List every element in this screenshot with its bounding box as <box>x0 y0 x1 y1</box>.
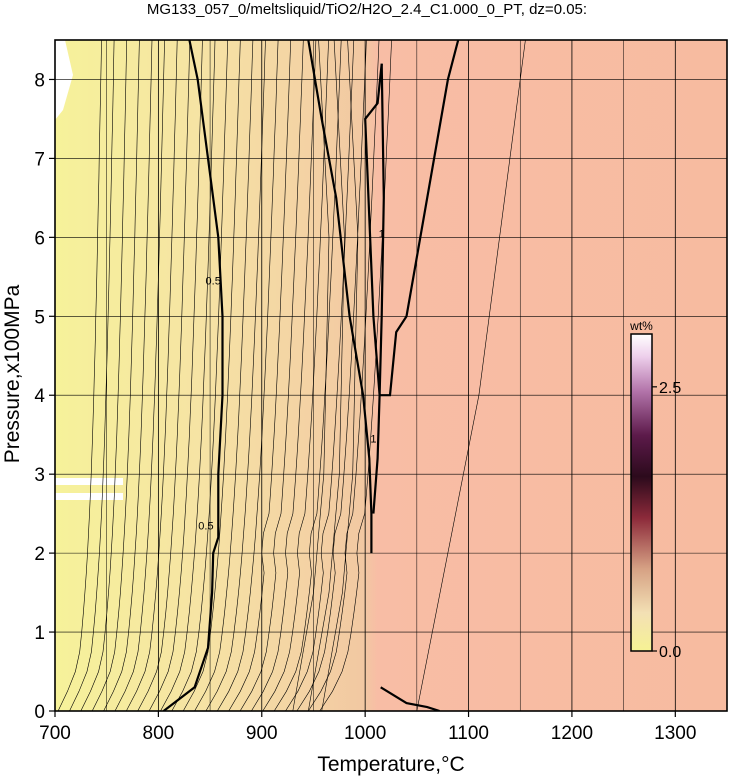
isoline <box>319 40 392 711</box>
isoline <box>103 40 153 711</box>
colorbar-scale <box>630 333 653 652</box>
colorbar-tick-label: 2.5 <box>659 380 681 397</box>
x-tick-label: 800 <box>143 723 175 744</box>
y-tick-label: 5 <box>34 307 45 328</box>
x-tick-label: 1100 <box>448 723 489 744</box>
y-tick-label: 0 <box>34 702 45 723</box>
blank-band <box>55 478 123 485</box>
y-axis-ticks: 0 1 2 3 4 5 6 7 8 <box>34 70 55 723</box>
x-tick-label: 700 <box>39 723 71 744</box>
isoline <box>251 40 317 711</box>
contour-label: 1 <box>379 228 385 240</box>
isoline <box>217 40 279 711</box>
isoline <box>114 40 165 711</box>
isoline <box>285 40 355 711</box>
isoline <box>57 40 102 711</box>
colorbar: wt% 2.5 0.0 <box>629 319 681 661</box>
x-tick-label: 1200 <box>551 723 593 744</box>
contour-1-left <box>307 40 373 554</box>
isoline <box>239 40 304 711</box>
x-axis-ticks: 700 800 900 1000 1100 1200 1300 <box>39 711 696 744</box>
y-tick-label: 2 <box>34 544 45 565</box>
isoline <box>91 40 140 711</box>
colorbar-tick-label: 0.0 <box>659 644 681 661</box>
colorbar-unit: wt% <box>629 319 653 333</box>
isoline <box>228 40 291 711</box>
y-tick-label: 7 <box>34 149 45 170</box>
chart-title: MG133_057_0/meltsliquid/TiO2/H2O_2.4_C1.… <box>146 1 588 18</box>
y-tick-label: 8 <box>34 70 45 91</box>
contour-label: 0.5 <box>198 520 213 532</box>
isoline <box>160 40 216 711</box>
y-tick-label: 3 <box>34 465 45 486</box>
isoline <box>171 40 228 711</box>
blank-band <box>55 493 123 500</box>
isoline <box>194 40 254 711</box>
isoline <box>137 40 191 711</box>
x-tick-label: 1300 <box>654 723 696 744</box>
y-axis-title: Pressure,x100MPa <box>1 284 24 463</box>
contour-label: 1 <box>370 434 376 446</box>
grid-lines <box>54 40 727 712</box>
plot-border <box>54 39 728 712</box>
isoline <box>308 40 380 711</box>
blank-corner <box>55 40 73 120</box>
isoline <box>80 40 127 711</box>
contour-1-right <box>372 63 385 514</box>
x-axis-title: Temperature,°C <box>317 753 464 776</box>
contour-label: 0.5 <box>206 276 221 288</box>
isoline <box>182 40 241 711</box>
y-tick-label: 1 <box>34 623 45 644</box>
y-tick-label: 4 <box>34 386 45 407</box>
contour-labels-group: 0.5 0.5 1 1 <box>198 228 384 532</box>
y-tick-label: 6 <box>34 228 45 249</box>
isoline <box>126 40 178 711</box>
plot-frame <box>54 39 728 712</box>
x-tick-label: 1000 <box>344 723 386 744</box>
isoline <box>262 40 329 711</box>
isoline <box>148 40 203 711</box>
isoline <box>296 40 367 711</box>
x-tick-label: 900 <box>246 723 278 744</box>
